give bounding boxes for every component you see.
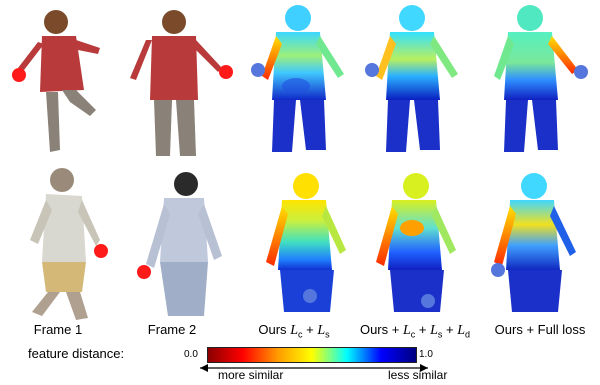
marker-blue xyxy=(303,289,317,303)
similarity-arrow xyxy=(200,364,428,372)
marker-blue xyxy=(491,263,505,277)
marker-red xyxy=(219,65,233,79)
less-similar-label: less similar xyxy=(388,368,448,382)
marker-red xyxy=(12,68,26,82)
frame1-bottom-figure xyxy=(30,168,108,320)
frame2-top-figure xyxy=(130,10,233,156)
col-label-frame1: Frame 1 xyxy=(33,322,83,337)
col-label-frame2: Frame 2 xyxy=(147,322,197,337)
marker-blue xyxy=(365,63,379,77)
marker-blue xyxy=(574,65,588,79)
colorbar-min: 0.0 xyxy=(184,349,198,360)
col-label-ours-lc-ls: Ours Lc + Ls xyxy=(258,322,330,340)
marker-red xyxy=(94,244,108,258)
frame2-bottom-figure xyxy=(137,172,222,316)
marker-blue xyxy=(421,294,435,308)
colorbar-max: 1.0 xyxy=(419,349,433,360)
heatmap-top-col3 xyxy=(251,5,344,152)
marker-red xyxy=(137,265,151,279)
colorbar xyxy=(207,347,417,363)
col-label-ours-lc-ls-ld: Ours + Lc + Ls + Ld xyxy=(359,322,471,340)
colorbar-title: feature distance: xyxy=(28,346,125,361)
heatmap-bottom-col5 xyxy=(491,173,576,312)
more-similar-label: more similar xyxy=(218,368,284,382)
heatmap-top-col5 xyxy=(494,5,588,152)
heatmap-bottom-col4 xyxy=(376,173,456,312)
marker-blue xyxy=(251,63,265,77)
col-label-full-loss: Ours + Full loss xyxy=(494,322,586,337)
heatmap-top-col4 xyxy=(365,5,458,152)
heatmap-bottom-col3 xyxy=(266,173,346,312)
frame1-top-figure xyxy=(12,10,100,152)
